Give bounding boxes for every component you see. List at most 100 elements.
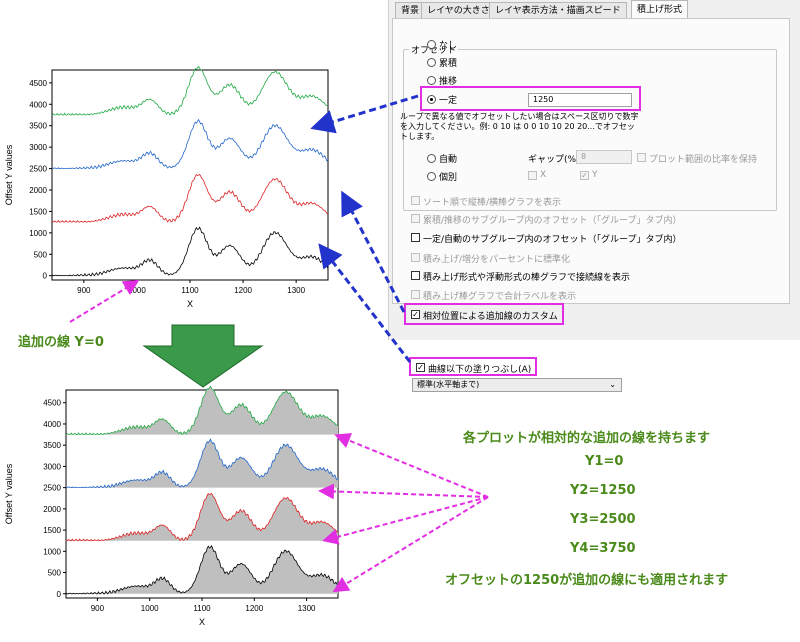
y-tick-label: 0 (57, 590, 62, 599)
y-tick-label: 4500 (43, 399, 61, 408)
y-tick-label: 2000 (29, 186, 47, 195)
offset-applied-note: オフセットの1250が追加の線にも適用されます (445, 573, 729, 588)
x-tick-label: 1300 (298, 604, 316, 613)
gap-input[interactable]: 8 (576, 150, 632, 164)
blue-arrow-offset (310, 94, 419, 134)
offset-constant-radio[interactable] (427, 95, 436, 104)
offset-note-text: ループで異なる値でオフセットしたい場合はスペース区切りで数字を入力してください。… (400, 112, 639, 141)
offset-auto-label: 自動 (439, 155, 458, 165)
sort-bars-checkbox[interactable] (411, 196, 420, 205)
normalize-percent-checkbox[interactable] (411, 253, 420, 262)
gap-label: ギャップ(%) (528, 155, 580, 165)
offset-individual-radio[interactable] (427, 172, 436, 181)
y-tick-label: 4000 (29, 100, 47, 109)
x-tick-label: 1200 (234, 286, 252, 295)
offset-incremental-label: 推移 (439, 77, 458, 87)
x-axis-label: X (187, 299, 193, 309)
y-line-2: Y2=1250 (570, 483, 636, 498)
y-line-1: Y1=0 (585, 454, 624, 469)
magenta-arrow-y3 (318, 483, 489, 500)
custom-ref-highlight (404, 303, 564, 325)
offset-incremental-radio[interactable] (427, 76, 436, 85)
magenta-arrow-y1 (332, 496, 489, 593)
series-fill-area (66, 493, 338, 541)
offset-constant-highlight (420, 86, 641, 111)
blue-arrow-custom-ref (341, 190, 406, 313)
offset-constant-label: 一定 (439, 96, 458, 106)
blue-arrow-fill (318, 243, 412, 363)
y-tick-label: 2000 (43, 505, 61, 514)
connect-lines-checkbox[interactable] (411, 271, 420, 280)
connect-lines-label: 積み上げ形式や浮動形式の棒グラフで接続線を表示 (423, 273, 631, 283)
constant-subgroup-label: 一定/自動のサブグループ内のオフセット（「グループ」タブ内） (423, 235, 682, 245)
y-tick-label: 500 (48, 569, 62, 578)
magenta-arrow-baseline (69, 279, 140, 323)
y-line-4: Y4=3750 (570, 541, 636, 556)
y-tick-label: 4000 (43, 420, 61, 429)
cumulative-subgroup-checkbox[interactable] (411, 214, 420, 223)
fill-mode-select[interactable]: 標準(水平軸まで) ⌄ (412, 378, 622, 392)
x-tick-label: 1100 (181, 286, 199, 295)
keep-ratio-label: プロット範囲の比率を保持 (649, 155, 758, 165)
fill-under-curve-label: 曲線以下の塗りつぶし(A) (428, 365, 532, 375)
y-tick-label: 4500 (29, 79, 47, 88)
magenta-arrow-y2 (322, 496, 489, 545)
tab-stack[interactable]: 積上げ形式 (631, 0, 689, 19)
normalize-percent-label: 積み上げ/増分をパーセントに標準化 (423, 255, 571, 265)
y-tick-label: 1000 (29, 229, 47, 238)
offset-group-label: オフセット (409, 43, 459, 56)
magenta-arrow-y4 (334, 433, 489, 498)
y-checkbox[interactable]: ✓ (580, 171, 589, 180)
fill-mode-value: 標準(水平軸まで) (417, 380, 480, 389)
series-green-curve (51, 65, 329, 116)
down-arrow-icon (142, 324, 264, 388)
series-fill-area (66, 545, 338, 594)
y-tick-label: 500 (34, 250, 48, 259)
series-red-curve (66, 492, 339, 542)
fill-under-curve-checkbox[interactable]: ✓ (416, 363, 425, 372)
y-tick-label: 1500 (43, 526, 61, 535)
baseline-label: 追加の線 Y=0 (18, 335, 104, 350)
y-tick-label: 0 (43, 272, 48, 281)
offset-individual-label: 個別 (439, 173, 458, 183)
offset-cumulative-radio[interactable] (427, 58, 436, 67)
offset-groupbox (403, 49, 777, 211)
series-blue-curve (66, 438, 339, 489)
y-tick-label: 3000 (29, 143, 47, 152)
y-axis-label: Offset Y values (4, 144, 14, 205)
x-tick-label: 1200 (245, 604, 263, 613)
constant-subgroup-checkbox[interactable] (411, 233, 420, 242)
chart-bottom: 0 500 1000 1500 2000 2500 3000 3500 4000 4500 900 1… (4, 385, 339, 627)
series-fill-area (66, 439, 338, 488)
total-labels-checkbox[interactable] (411, 290, 420, 299)
chart-top: 0 500 1000 1500 2000 2500 3000 3500 4000 4500 900 1… (4, 65, 329, 309)
y-tick-label: 1500 (29, 207, 47, 216)
chevron-down-icon: ⌄ (609, 380, 616, 389)
y-axis-label: Offset Y values (4, 463, 14, 524)
y-tick-label: 1000 (43, 547, 61, 556)
offset-value-input[interactable]: 1250 (528, 93, 632, 107)
y-checkbox-label: Y (592, 170, 598, 180)
series-fill-area (66, 386, 338, 435)
tab-display-speed[interactable]: レイヤ表示方法・描画スピード (489, 2, 627, 18)
y-tick-label: 3500 (29, 122, 47, 131)
offset-none-radio[interactable] (427, 40, 436, 49)
y-tick-label: 2500 (29, 165, 47, 174)
y-line-3: Y3=2500 (570, 512, 636, 527)
x-tick-label: 1100 (193, 604, 211, 613)
total-labels-label: 積み上げ棒グラフで合計ラベルを表示 (423, 292, 577, 302)
keep-ratio-checkbox[interactable] (637, 153, 646, 162)
x-checkbox[interactable] (528, 171, 537, 180)
series-blue-curve (52, 118, 329, 170)
x-axis-label: X (199, 617, 205, 627)
custom-ref-checkbox[interactable]: ✓ (411, 310, 420, 319)
relative-line-note: 各プロットが相対的な追加の線を持ちます (463, 431, 711, 446)
series-red-curve (52, 173, 329, 223)
x-tick-label: 900 (91, 604, 105, 613)
offset-auto-radio[interactable] (427, 154, 436, 163)
fill-under-curve-highlight (409, 357, 537, 376)
series-green-curve (65, 385, 339, 436)
series-black-curve (51, 226, 329, 277)
y-tick-label: 3500 (43, 441, 61, 450)
